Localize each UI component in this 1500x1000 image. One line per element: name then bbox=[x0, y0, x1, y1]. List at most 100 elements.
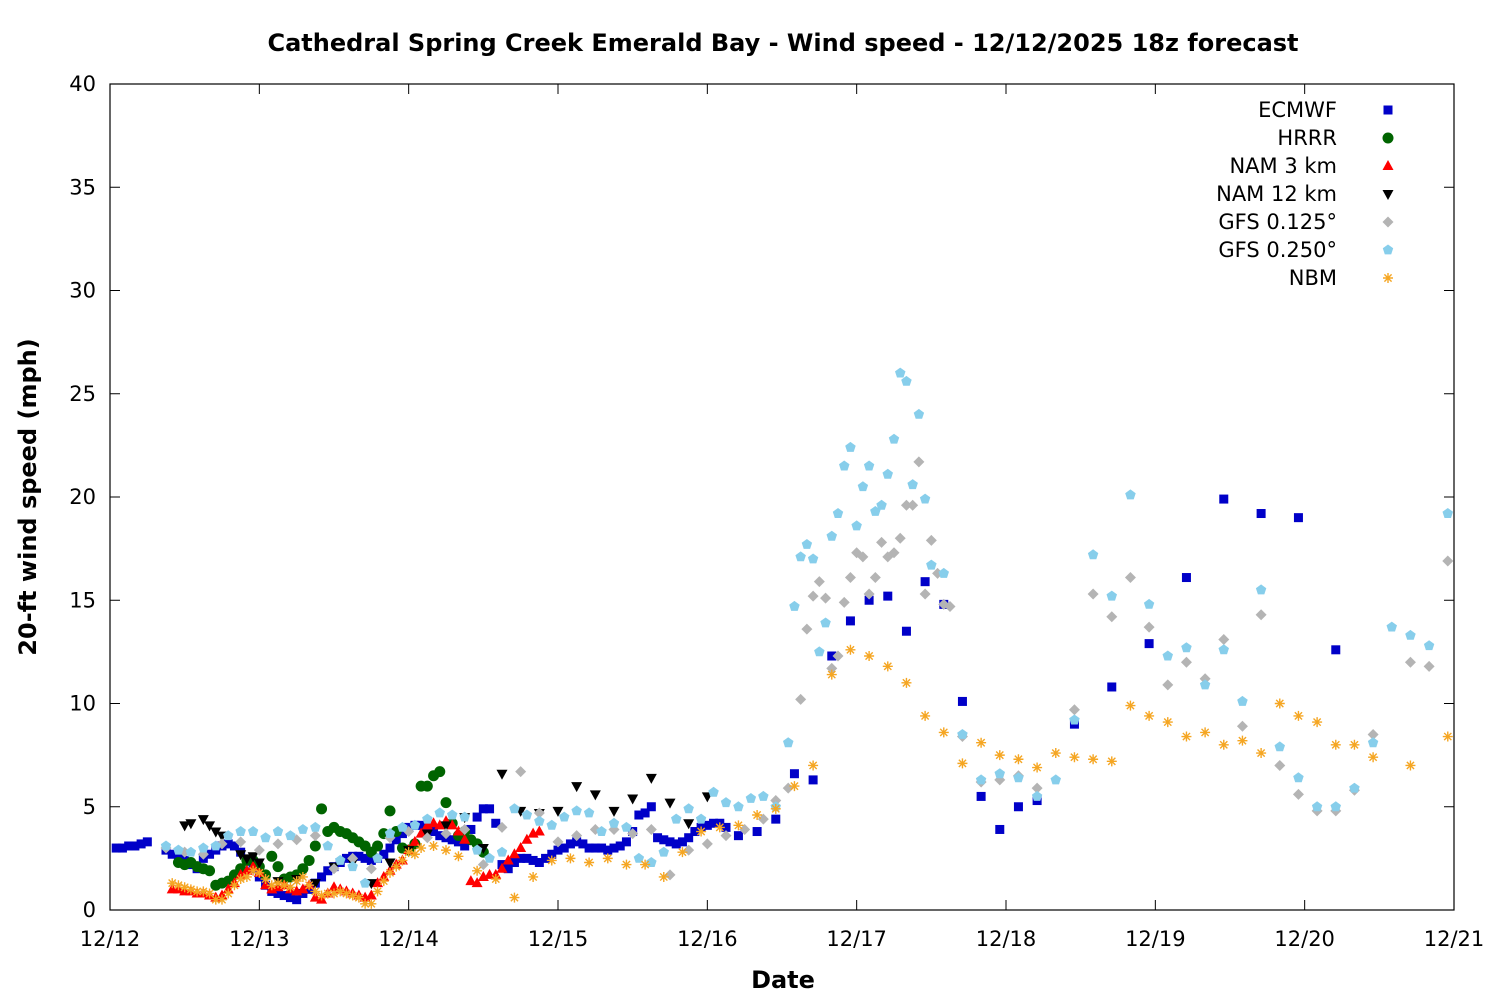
data-point-hrrr bbox=[316, 803, 328, 815]
data-point-gfs-0-250 bbox=[1255, 584, 1267, 595]
data-point-ecmwf bbox=[491, 818, 501, 828]
data-point-nbm bbox=[428, 840, 439, 851]
data-point-ecmwf bbox=[621, 837, 631, 847]
data-point-nbm bbox=[241, 871, 252, 882]
data-point-nam-3-km bbox=[508, 848, 520, 859]
data-points bbox=[111, 367, 1454, 909]
chart-title: Cathedral Spring Creek Emerald Bay - Win… bbox=[267, 29, 1298, 57]
data-point-gfs-0-125 bbox=[857, 551, 869, 563]
data-point-gfs-0-125 bbox=[440, 828, 452, 840]
data-point-ecmwf bbox=[167, 849, 177, 859]
data-point-gfs-0-250 bbox=[826, 530, 837, 541]
data-point-gfs-0-250 bbox=[185, 846, 197, 857]
data-point-hrrr bbox=[309, 840, 321, 852]
data-point-ecmwf bbox=[590, 843, 600, 853]
data-point-nbm bbox=[453, 851, 464, 862]
data-point-nbm bbox=[378, 876, 389, 887]
data-point-gfs-0-125 bbox=[1404, 656, 1416, 668]
data-point-gfs-0-125 bbox=[894, 532, 906, 544]
data-point-gfs-0-250 bbox=[876, 499, 887, 510]
data-point-gfs-0-250 bbox=[720, 797, 732, 808]
data-point-gfs-0-125 bbox=[944, 600, 956, 612]
data-point-gfs-0-250 bbox=[857, 481, 869, 492]
data-point-gfs-0-125 bbox=[459, 823, 471, 835]
data-point-gfs-0-250 bbox=[422, 813, 433, 824]
data-point-gfs-0-125 bbox=[1031, 782, 1043, 794]
data-point-gfs-0-250 bbox=[758, 790, 769, 801]
data-point-nbm bbox=[845, 644, 856, 655]
data-point-gfs-0-250 bbox=[633, 852, 645, 863]
data-point-nam-12-km bbox=[235, 850, 247, 861]
data-point-nbm bbox=[397, 855, 408, 866]
data-point-nam-3-km bbox=[434, 819, 446, 830]
data-point-ecmwf bbox=[111, 843, 121, 853]
data-point-ecmwf bbox=[677, 837, 687, 847]
data-point-ecmwf bbox=[298, 888, 308, 898]
data-point-nam-12-km bbox=[627, 794, 639, 805]
data-point-gfs-0-250 bbox=[434, 807, 445, 818]
data-point-gfs-0-250 bbox=[683, 803, 694, 814]
data-point-gfs-0-125 bbox=[1218, 633, 1230, 645]
data-point-ecmwf bbox=[827, 651, 837, 661]
data-point-nbm bbox=[1162, 717, 1173, 728]
data-point-ecmwf bbox=[559, 843, 569, 853]
data-point-nbm bbox=[1200, 727, 1211, 738]
data-point-nbm bbox=[316, 890, 327, 901]
data-point-gfs-0-250 bbox=[173, 844, 184, 855]
data-point-ecmwf bbox=[684, 833, 694, 843]
data-point-nbm bbox=[602, 853, 613, 864]
data-point-nbm bbox=[360, 898, 371, 909]
data-point-ecmwf bbox=[1256, 509, 1266, 519]
data-point-gfs-0-125 bbox=[533, 807, 545, 819]
data-point-hrrr bbox=[440, 797, 452, 809]
data-point-gfs-0-250 bbox=[1013, 772, 1024, 783]
data-point-nbm bbox=[1125, 700, 1136, 711]
data-point-nbm bbox=[752, 810, 763, 821]
data-point-gfs-0-125 bbox=[1162, 679, 1174, 691]
data-point-ecmwf bbox=[1107, 682, 1117, 692]
data-point-ecmwf bbox=[478, 804, 488, 814]
data-point-nam-12-km bbox=[241, 854, 253, 865]
data-point-ecmwf bbox=[142, 837, 152, 847]
data-point-ecmwf bbox=[229, 841, 239, 851]
data-point-nbm bbox=[882, 661, 893, 672]
data-point-hrrr bbox=[384, 805, 396, 817]
data-point-gfs-0-250 bbox=[210, 840, 221, 851]
data-point-nbm bbox=[546, 855, 557, 866]
y-tick-label: 10 bbox=[69, 692, 96, 716]
data-point-nbm bbox=[291, 876, 302, 887]
data-point-nbm bbox=[248, 865, 259, 876]
data-point-gfs-0-250 bbox=[658, 846, 669, 857]
data-point-ecmwf bbox=[845, 616, 855, 626]
data-point-ecmwf bbox=[117, 843, 127, 853]
data-point-gfs-0-250 bbox=[814, 646, 825, 657]
plot-frame bbox=[109, 83, 1455, 911]
data-point-nam-12-km bbox=[185, 819, 197, 830]
data-point-ecmwf bbox=[733, 831, 743, 841]
legend: ECMWF HRRR NAM 3 km NAM 12 km GFS 0.125° GFS … bbox=[1216, 98, 1394, 290]
data-point-nbm bbox=[1442, 731, 1453, 742]
data-point-gfs-0-125 bbox=[869, 572, 881, 584]
data-point-ecmwf bbox=[435, 831, 445, 841]
data-point-ecmwf bbox=[379, 849, 389, 859]
data-point-nam-3-km bbox=[428, 817, 440, 828]
data-point-nbm bbox=[235, 874, 246, 885]
data-point-nam-3-km bbox=[260, 879, 272, 890]
x-tick-label: 12/17 bbox=[826, 927, 887, 951]
data-point-ecmwf bbox=[553, 845, 563, 855]
data-point-ecmwf bbox=[136, 839, 146, 849]
data-point-nbm bbox=[1368, 752, 1379, 763]
data-point-ecmwf bbox=[584, 843, 594, 853]
data-point-gfs-0-250 bbox=[1031, 790, 1043, 801]
data-point-gfs-0-250 bbox=[509, 803, 520, 814]
data-point-nam-3-km bbox=[459, 833, 471, 844]
data-point-ecmwf bbox=[976, 791, 986, 801]
data-point-nbm bbox=[310, 886, 321, 897]
x-tick-label: 12/21 bbox=[1424, 927, 1485, 951]
data-point-gfs-0-125 bbox=[328, 863, 340, 875]
data-point-nbm bbox=[1032, 762, 1043, 773]
data-point-ecmwf bbox=[541, 853, 551, 863]
data-point-ecmwf bbox=[205, 849, 215, 859]
data-point-nam-12-km bbox=[384, 858, 396, 869]
data-point-gfs-0-250 bbox=[534, 815, 545, 826]
